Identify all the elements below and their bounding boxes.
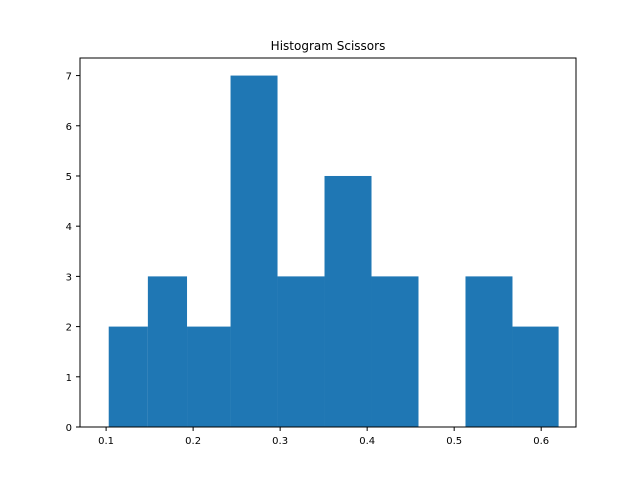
chart-title: Histogram Scissors [271,39,386,53]
histogram-bar [512,326,559,427]
y-tick-label: 2 [66,323,72,334]
y-tick-label: 0 [66,423,72,434]
histogram-bar [230,75,278,427]
x-tick-label: 0.5 [446,436,462,447]
bars-group [108,75,559,427]
x-tick-label: 0.1 [98,436,114,447]
x-tick-label: 0.4 [359,436,375,447]
histogram-bar [187,326,231,427]
histogram-bar [324,175,372,427]
y-tick-label: 5 [66,172,72,183]
histogram-bar [108,326,148,427]
y-tick-label: 1 [66,373,72,384]
histogram-bar [147,276,188,427]
x-tick-label: 0.2 [185,436,201,447]
histogram-bar [277,276,325,427]
y-tick-label: 4 [66,222,72,233]
y-tick-label: 3 [66,272,72,283]
x-tick-label: 0.3 [272,436,288,447]
histogram-bar [371,276,419,427]
x-axis: 0.1 0.2 0.3 0.4 0.5 0.6 [98,427,549,447]
y-axis: 0 1 2 3 4 5 6 7 [66,72,80,434]
y-tick-label: 6 [66,122,72,133]
histogram-bar [465,276,513,427]
y-tick-label: 7 [66,72,72,83]
plot-frame [79,57,577,428]
x-tick-label: 0.6 [533,436,549,447]
